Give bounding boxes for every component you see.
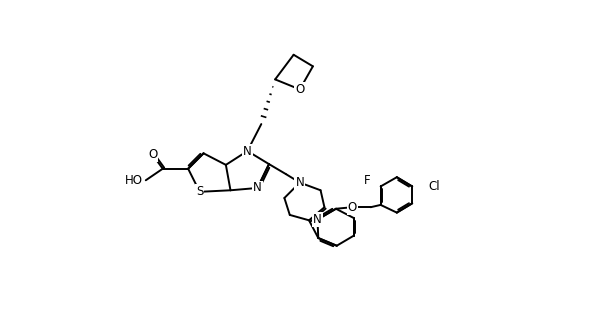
Text: N: N (243, 145, 252, 157)
Text: F: F (364, 174, 371, 187)
Text: O: O (295, 83, 304, 96)
Text: N: N (253, 181, 262, 195)
Text: O: O (148, 148, 157, 161)
Text: N: N (313, 213, 322, 226)
Text: O: O (348, 201, 357, 214)
Text: N: N (296, 176, 304, 189)
Text: S: S (196, 185, 203, 198)
Text: HO: HO (124, 174, 143, 187)
Text: Cl: Cl (428, 180, 440, 193)
